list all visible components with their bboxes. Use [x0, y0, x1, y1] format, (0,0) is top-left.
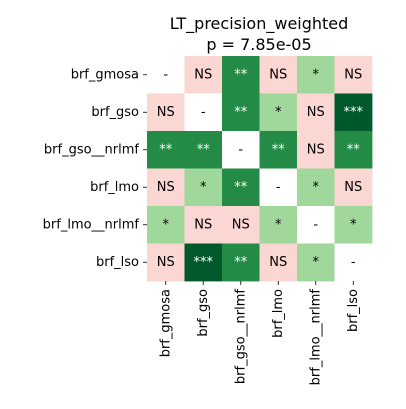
cell-label: * — [350, 217, 357, 232]
heatmap-cell — [259, 206, 298, 244]
heatmap-cell — [334, 56, 373, 94]
heatmap-cell — [334, 243, 373, 282]
y-tick-label: brf_gso — [91, 105, 139, 120]
x-tick-label: brf_lmo — [271, 289, 286, 338]
y-tick-label: brf_lso — [96, 255, 139, 270]
heatmap-cell — [222, 131, 260, 169]
heatmap-cell — [222, 56, 260, 94]
cell-label: ** — [234, 180, 248, 195]
heatmap-cell — [297, 93, 335, 132]
heatmap-cell — [334, 168, 373, 207]
heatmap-cell — [334, 206, 373, 244]
x-tick-label: brf_gmosa — [158, 289, 173, 357]
cell-label: * — [275, 105, 282, 120]
heatmap-cell — [259, 56, 298, 94]
x-axis: brf_gmosa brf_gso brf_gso__nrlmf brf_lmo brf… — [158, 281, 361, 385]
cell-label: ** — [234, 67, 248, 82]
chart-title: LT_precision_weighted — [170, 14, 349, 34]
cell-label: NS — [307, 142, 325, 157]
cell-label: ** — [197, 142, 211, 157]
y-tick-label: brf_gmosa — [71, 67, 139, 82]
x-tick-label: brf_gso__nrlmf — [233, 289, 248, 385]
cell-label: NS — [269, 255, 287, 270]
y-tick-label: brf_lmo__nrlmf — [43, 217, 140, 232]
cell-label: * — [200, 180, 207, 195]
cell-label: * — [313, 180, 320, 195]
cell-label: NS — [194, 67, 212, 82]
heatmap-cell — [222, 243, 260, 282]
y-tick-label: brf_lmo — [90, 180, 139, 195]
heatmap-cell — [297, 131, 335, 169]
cell-label: NS — [157, 255, 175, 270]
cell-label: * — [275, 217, 282, 232]
cell-label: - — [201, 105, 206, 120]
cell-label: * — [163, 217, 170, 232]
y-tick-label: brf_gso__nrlmf — [44, 142, 140, 157]
heatmap-cell — [222, 93, 260, 132]
cell-label: NS — [307, 105, 325, 120]
cell-label: * — [313, 67, 320, 82]
cell-label: NS — [157, 180, 175, 195]
heatmap-cell — [334, 93, 373, 132]
heatmap-cell — [184, 243, 223, 282]
heatmap-cell — [297, 206, 335, 244]
heatmap-cell — [184, 206, 223, 244]
cell-label: * — [313, 255, 320, 270]
heatmap-cell — [184, 56, 223, 94]
cell-label: - — [163, 67, 168, 82]
heatmap-cell — [184, 168, 223, 207]
cell-label: NS — [269, 67, 287, 82]
cell-label: ** — [234, 105, 248, 120]
cell-label: - — [238, 142, 243, 157]
x-tick-label: brf_lmo__nrlmf — [308, 289, 323, 386]
cell-label: ** — [234, 255, 248, 270]
cell-label: ** — [347, 142, 361, 157]
cell-label: *** — [194, 255, 214, 270]
cell-label: ** — [159, 142, 173, 157]
heatmap-cell — [259, 93, 298, 132]
cell-label: NS — [344, 67, 362, 82]
heatmap-cell — [147, 93, 185, 132]
heatmap-cell — [259, 168, 298, 207]
cell-label: *** — [344, 105, 364, 120]
chart-subtitle: p = 7.85e-05 — [206, 35, 311, 54]
x-tick-label: brf_lso — [346, 289, 361, 332]
heatmap-cell — [147, 168, 185, 207]
cell-label: - — [276, 180, 281, 195]
cell-label: NS — [344, 180, 362, 195]
cell-label: ** — [272, 142, 286, 157]
heatmap-cell — [222, 206, 260, 244]
heatmap-cell — [147, 56, 185, 94]
heatmap-cell — [297, 168, 335, 207]
y-axis: brf_gmosa brf_gso brf_gso__nrlmf brf_lmobrf… — [43, 67, 147, 270]
cell-label: NS — [232, 217, 250, 232]
cell-label: - — [351, 255, 356, 270]
heatmap-cell — [147, 243, 185, 282]
heatmap-cell — [259, 243, 298, 282]
cell-label: - — [313, 217, 318, 232]
cell-label: NS — [157, 105, 175, 120]
heatmap-cell — [184, 93, 223, 132]
heatmap-cell — [259, 131, 298, 169]
x-tick-label: brf_gso — [196, 289, 211, 337]
heatmap-cell — [297, 243, 335, 282]
heatmap-cell — [147, 206, 185, 244]
cell-label: NS — [194, 217, 212, 232]
heatmap-cell — [147, 131, 185, 169]
heatmap-cell — [297, 56, 335, 94]
heatmap-cell — [334, 131, 373, 169]
heatmap-cell — [222, 168, 260, 207]
heatmap-cell — [184, 131, 223, 169]
